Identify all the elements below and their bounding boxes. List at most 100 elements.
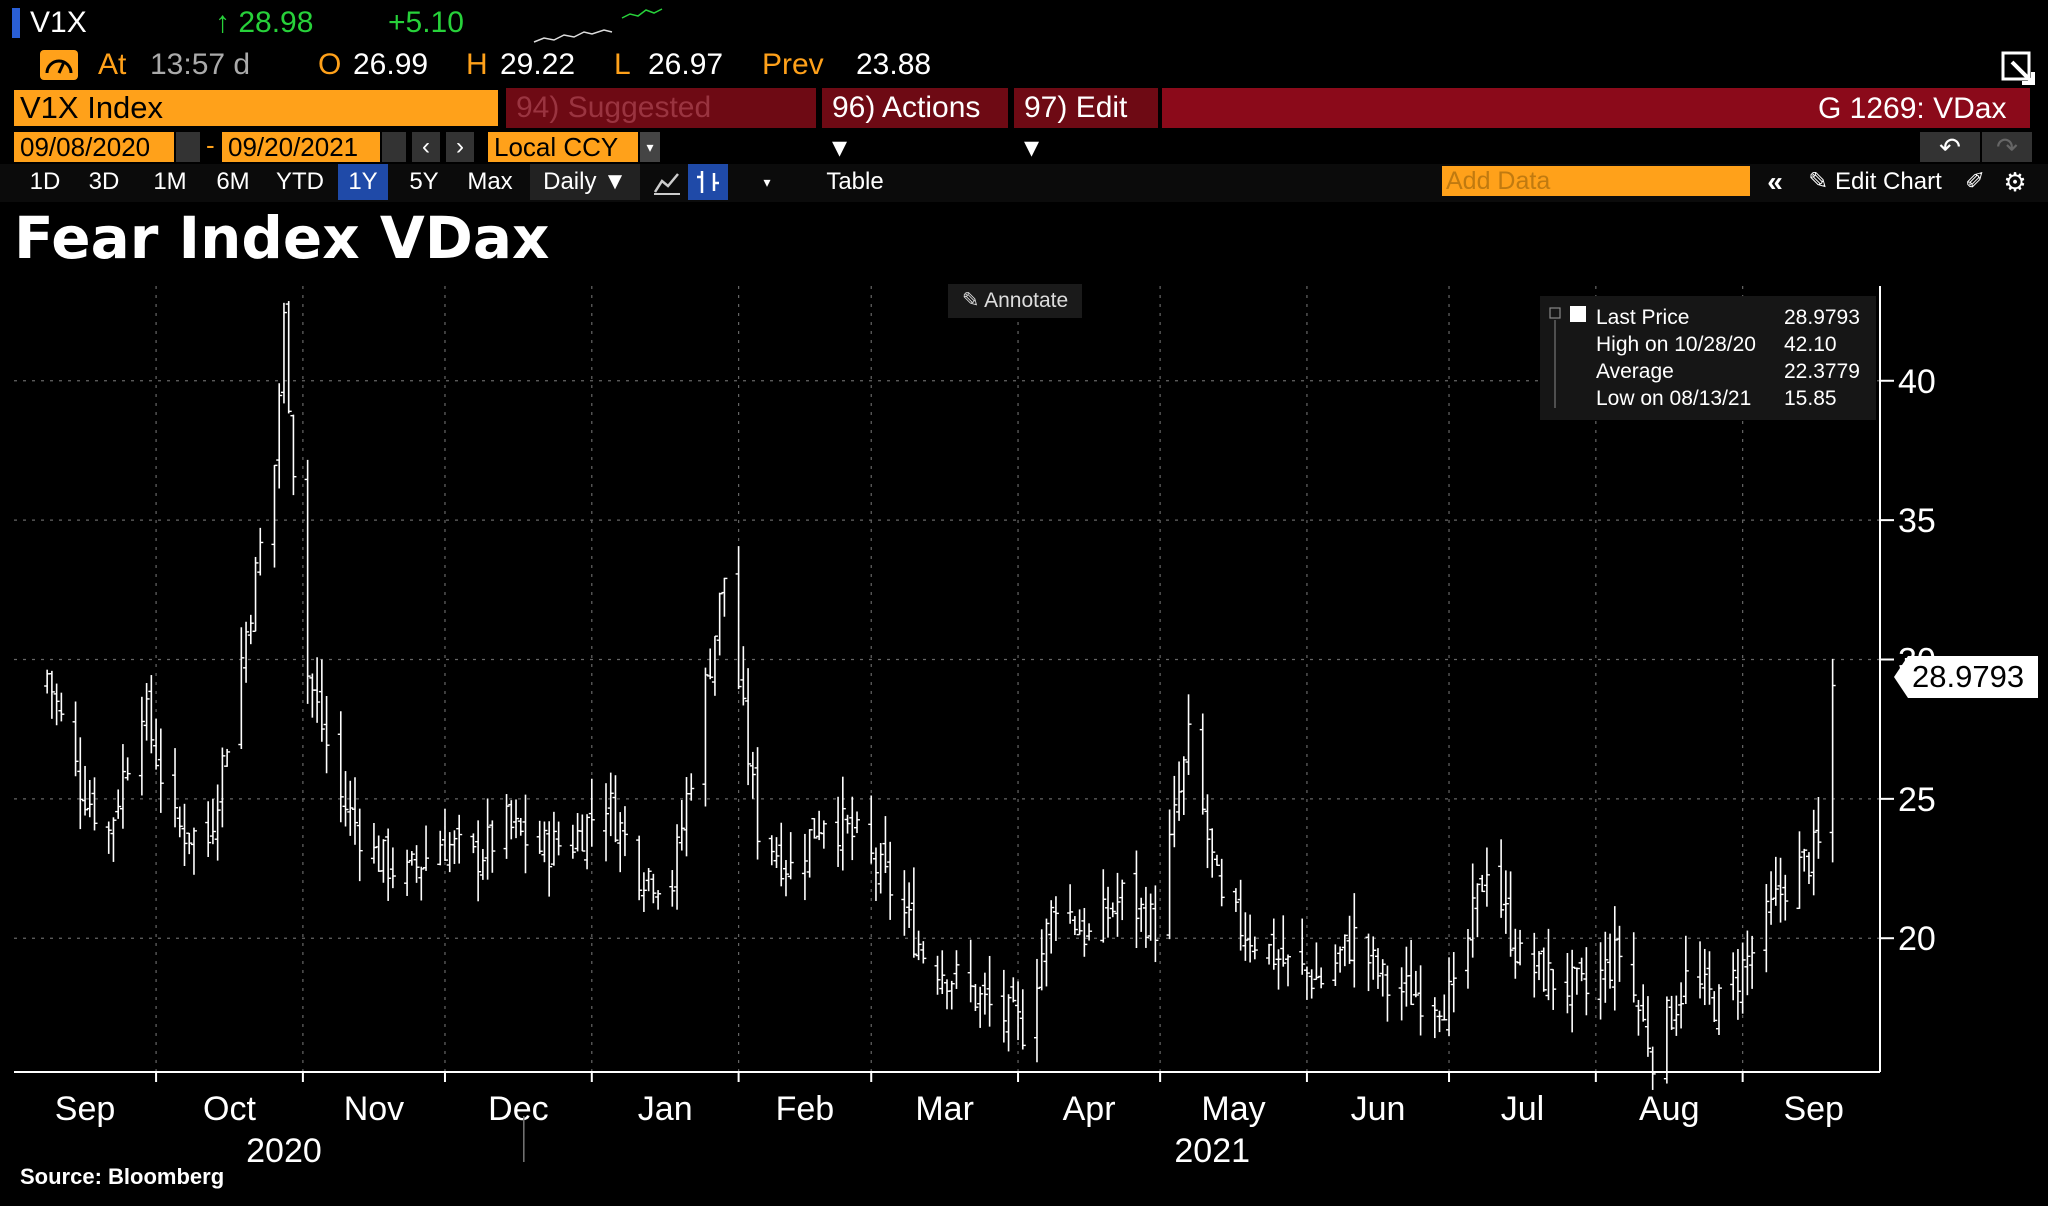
legend-box [1540,296,1876,420]
next-period-button[interactable]: › [446,132,474,162]
ticker-symbol: V1X [30,6,87,39]
x-month-label: Aug [1639,1090,1700,1128]
legend-entry-label: Low on 08/13/21 [1596,387,1751,410]
y-tick-label: 35 [1898,502,1936,540]
prev-period-button[interactable]: ‹ [412,132,440,162]
open-label: O [318,48,342,81]
range-button-3d[interactable]: 3D [88,168,120,195]
x-month-label: Apr [1063,1090,1116,1128]
range-button-max[interactable]: Max [467,168,513,195]
chart-settings-icon[interactable]: ✐ [1964,168,1986,195]
high-label: H [466,48,488,81]
last-price-tag-value: 28.9793 [1912,659,2025,694]
add-data-placeholder: Add Data [1446,167,1551,195]
intraday-sparkline [533,8,663,43]
x-month-label: Mar [915,1090,974,1128]
gear-icon[interactable]: ⚙ [2003,167,2027,197]
chart-legend: Last Price 28.9793 High on 10/28/20 42.10 Av… [1540,296,1876,420]
collapse-icon[interactable]: « [1767,166,1783,197]
ticker-marker [12,8,20,38]
bar-chart-type-button[interactable] [688,164,728,200]
edit-menu[interactable]: 97) Edit ▾ [1014,88,1158,164]
x-month-label: Jun [1351,1090,1406,1128]
prev-value: 23.88 [856,48,932,81]
period-dropdown[interactable]: Daily ▼ [530,164,640,200]
high-value: 29.22 [500,48,576,81]
line-chart-icon[interactable] [652,166,682,198]
start-calendar-icon[interactable] [176,132,200,162]
edit-chart-label: Edit Chart [1835,168,1942,195]
legend-entry-label: Last Price [1596,306,1689,329]
low-label: L [614,48,631,81]
chart-id: G 1269: VDax [1818,92,2007,125]
time-label: At [98,48,127,81]
legend-entry-value: 22.3779 [1784,360,1860,383]
low-value: 26.97 [648,48,724,81]
range-button-1d[interactable]: 1D [29,168,61,195]
last-price-tag-shape [1894,656,2038,698]
y-tick-label: 40 [1898,363,1936,401]
x-month-label: Feb [776,1090,835,1128]
range-button-1y[interactable]: 1Y [338,164,388,200]
currency-chevron-icon[interactable]: ▾ [640,132,660,162]
annotate-pencil-icon: ✎ [961,289,985,312]
x-month-label: Dec [488,1090,548,1128]
legend-entry-label: High on 10/28/20 [1596,333,1756,356]
table-button[interactable]: Table [826,168,884,195]
x-month-label: Jan [638,1090,693,1128]
edit-chart-button[interactable]: ✎ Edit Chart [1800,164,1950,200]
x-month-label: Nov [344,1090,404,1128]
x-month-label: Sep [1783,1090,1844,1128]
chart-type-dropdown[interactable]: ▾ [763,174,771,190]
redo-button[interactable]: ↷ [1982,132,2032,162]
gauge-glyph [45,59,73,74]
last-price: ↑ 28.98 [215,6,314,39]
y-tick-label: 25 [1898,781,1936,819]
actions-menu[interactable]: 96) Actions ▾ [822,88,1008,164]
date-dash: - [206,130,215,160]
chart-title: Fear Index VDax [14,204,550,272]
end-date-field[interactable]: 09/20/2021 [222,132,380,162]
time-value: 13:57 d [150,48,251,81]
quote-header: V1X ↑ 28.98 +5.10 [0,0,2048,50]
x-axis: Sep Oct Nov Dec Jan Feb Mar Apr May Jun Jul Aug Sep 2… [14,1071,1880,1170]
range-button-5y[interactable]: 5Y [409,168,439,195]
legend-entry-value: 15.85 [1784,387,1837,410]
popout-icon[interactable] [2000,50,2036,86]
net-change: +5.10 [388,6,464,39]
menu-bar [1162,88,2030,128]
legend-entry-label: Average [1596,360,1674,383]
quote-stats: At 13:57 d O 26.99 H 29.22 L 26.97 Prev … [0,44,2048,88]
range-button-6m[interactable]: 6M [216,168,250,195]
legend-entry-value: 28.9793 [1784,306,1860,329]
prev-label: Prev [762,48,824,81]
x-month-label: Sep [55,1090,116,1128]
end-date: 09/20/2021 [228,132,359,162]
legend-entry-value: 42.10 [1784,333,1837,356]
security-field[interactable]: V1X Index [14,90,498,126]
open-value: 26.99 [353,48,429,81]
x-year-label: 2021 [1174,1132,1250,1170]
ohlc-chart: 2025303540 SepOctNovDecJanFebMarAprMayJu… [14,286,1936,1170]
gauge-icon [40,50,78,80]
currency-value: Local CCY [494,132,619,162]
x-month-label: May [1201,1090,1265,1128]
annotate-button[interactable]: ✎ Annotate [948,284,1082,318]
y-tick-label: 20 [1898,920,1936,958]
start-date-field[interactable]: 09/08/2020 [14,132,174,162]
currency-dropdown[interactable]: Local CCY [488,132,638,162]
legend-collapse-icon [1549,307,1561,319]
pencil-icon: ✎ [1808,168,1829,195]
x-month-label: Oct [203,1090,256,1128]
start-date: 09/08/2020 [20,132,151,162]
suggested-charts-menu[interactable]: 94) Suggested Charts [506,88,816,164]
add-data-field[interactable]: Add Data [1442,166,1750,196]
security-label: V1X Index [20,90,164,125]
annotate-label: Annotate [984,289,1069,312]
price-bars [44,301,1836,1090]
range-button-1m[interactable]: 1M [153,168,187,195]
undo-button[interactable]: ↶ [1920,132,1980,162]
range-button-ytd[interactable]: YTD [276,168,324,195]
legend-swatch [1570,306,1586,322]
end-calendar-icon[interactable] [382,132,406,162]
